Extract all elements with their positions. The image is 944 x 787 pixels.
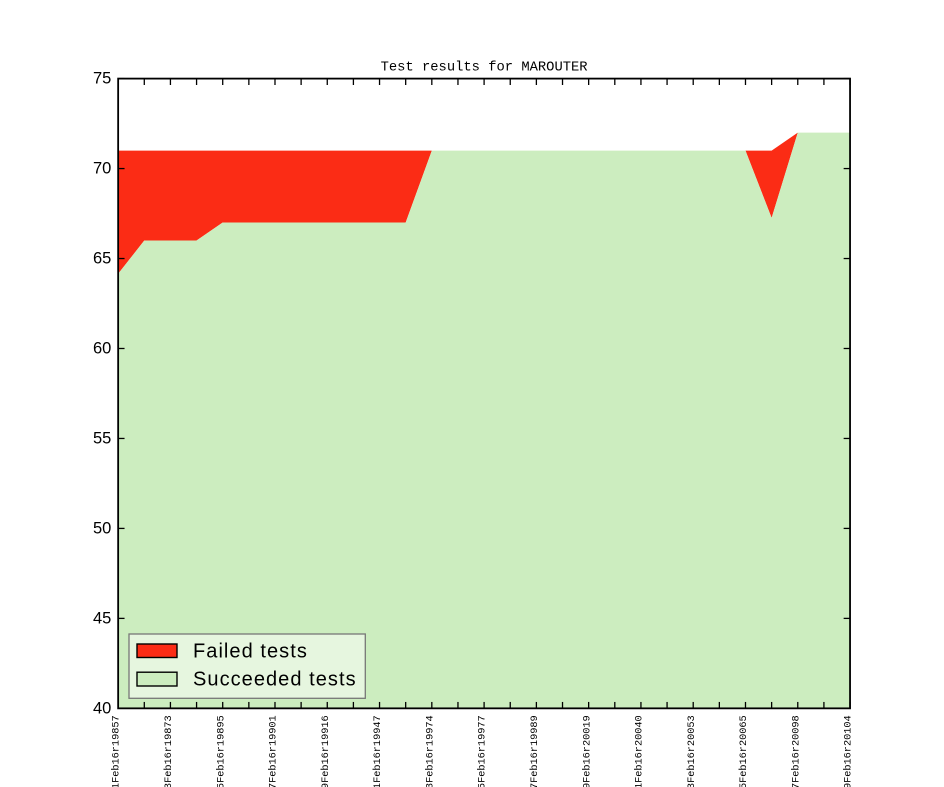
svg-text:01Feb16r19857: 01Feb16r19857 bbox=[111, 715, 123, 787]
svg-text:21Feb16r20040: 21Feb16r20040 bbox=[634, 715, 646, 787]
svg-text:19Feb16r20019: 19Feb16r20019 bbox=[581, 715, 593, 787]
svg-text:23Feb16r20053: 23Feb16r20053 bbox=[686, 715, 698, 787]
svg-text:09Feb16r19916: 09Feb16r19916 bbox=[320, 715, 332, 787]
svg-text:Succeeded tests: Succeeded tests bbox=[193, 669, 357, 691]
svg-text:17Feb16r19989: 17Feb16r19989 bbox=[529, 715, 541, 787]
svg-text:40: 40 bbox=[93, 699, 111, 717]
svg-text:03Feb16r19873: 03Feb16r19873 bbox=[163, 715, 175, 787]
svg-text:25Feb16r20065: 25Feb16r20065 bbox=[738, 715, 750, 787]
svg-text:75: 75 bbox=[93, 70, 111, 88]
svg-text:07Feb16r19901: 07Feb16r19901 bbox=[268, 715, 280, 787]
svg-text:29Feb16r20104: 29Feb16r20104 bbox=[843, 715, 855, 787]
svg-text:27Feb16r20098: 27Feb16r20098 bbox=[790, 715, 802, 787]
svg-text:55: 55 bbox=[93, 429, 111, 447]
svg-text:65: 65 bbox=[93, 249, 111, 267]
svg-text:13Feb16r19974: 13Feb16r19974 bbox=[424, 715, 436, 787]
svg-text:70: 70 bbox=[93, 159, 111, 177]
svg-text:45: 45 bbox=[93, 609, 111, 627]
svg-text:Failed tests: Failed tests bbox=[193, 641, 308, 663]
svg-text:60: 60 bbox=[93, 339, 111, 357]
svg-text:50: 50 bbox=[93, 519, 111, 537]
svg-text:05Feb16r19895: 05Feb16r19895 bbox=[215, 715, 227, 787]
svg-text:Test results for MAROUTER: Test results for MAROUTER bbox=[381, 59, 588, 75]
svg-text:11Feb16r19947: 11Feb16r19947 bbox=[372, 715, 384, 787]
svg-text:15Feb16r19977: 15Feb16r19977 bbox=[477, 715, 489, 787]
